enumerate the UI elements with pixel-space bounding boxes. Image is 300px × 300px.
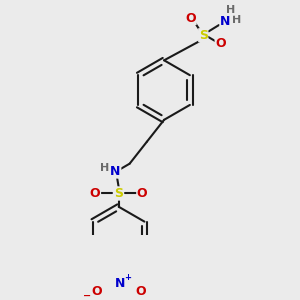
Text: +: + — [124, 273, 131, 282]
Text: H: H — [232, 15, 241, 25]
Text: O: O — [215, 37, 226, 50]
Text: O: O — [135, 285, 146, 298]
Text: S: S — [199, 29, 208, 42]
Text: H: H — [226, 5, 235, 15]
Text: H: H — [100, 164, 109, 173]
Text: O: O — [137, 187, 148, 200]
Text: N: N — [115, 277, 125, 290]
Text: S: S — [114, 187, 123, 200]
Text: O: O — [92, 285, 102, 298]
Text: O: O — [90, 187, 101, 200]
Text: N: N — [220, 15, 230, 28]
Text: −: − — [83, 291, 92, 300]
Text: N: N — [110, 165, 121, 178]
Text: O: O — [185, 11, 196, 25]
